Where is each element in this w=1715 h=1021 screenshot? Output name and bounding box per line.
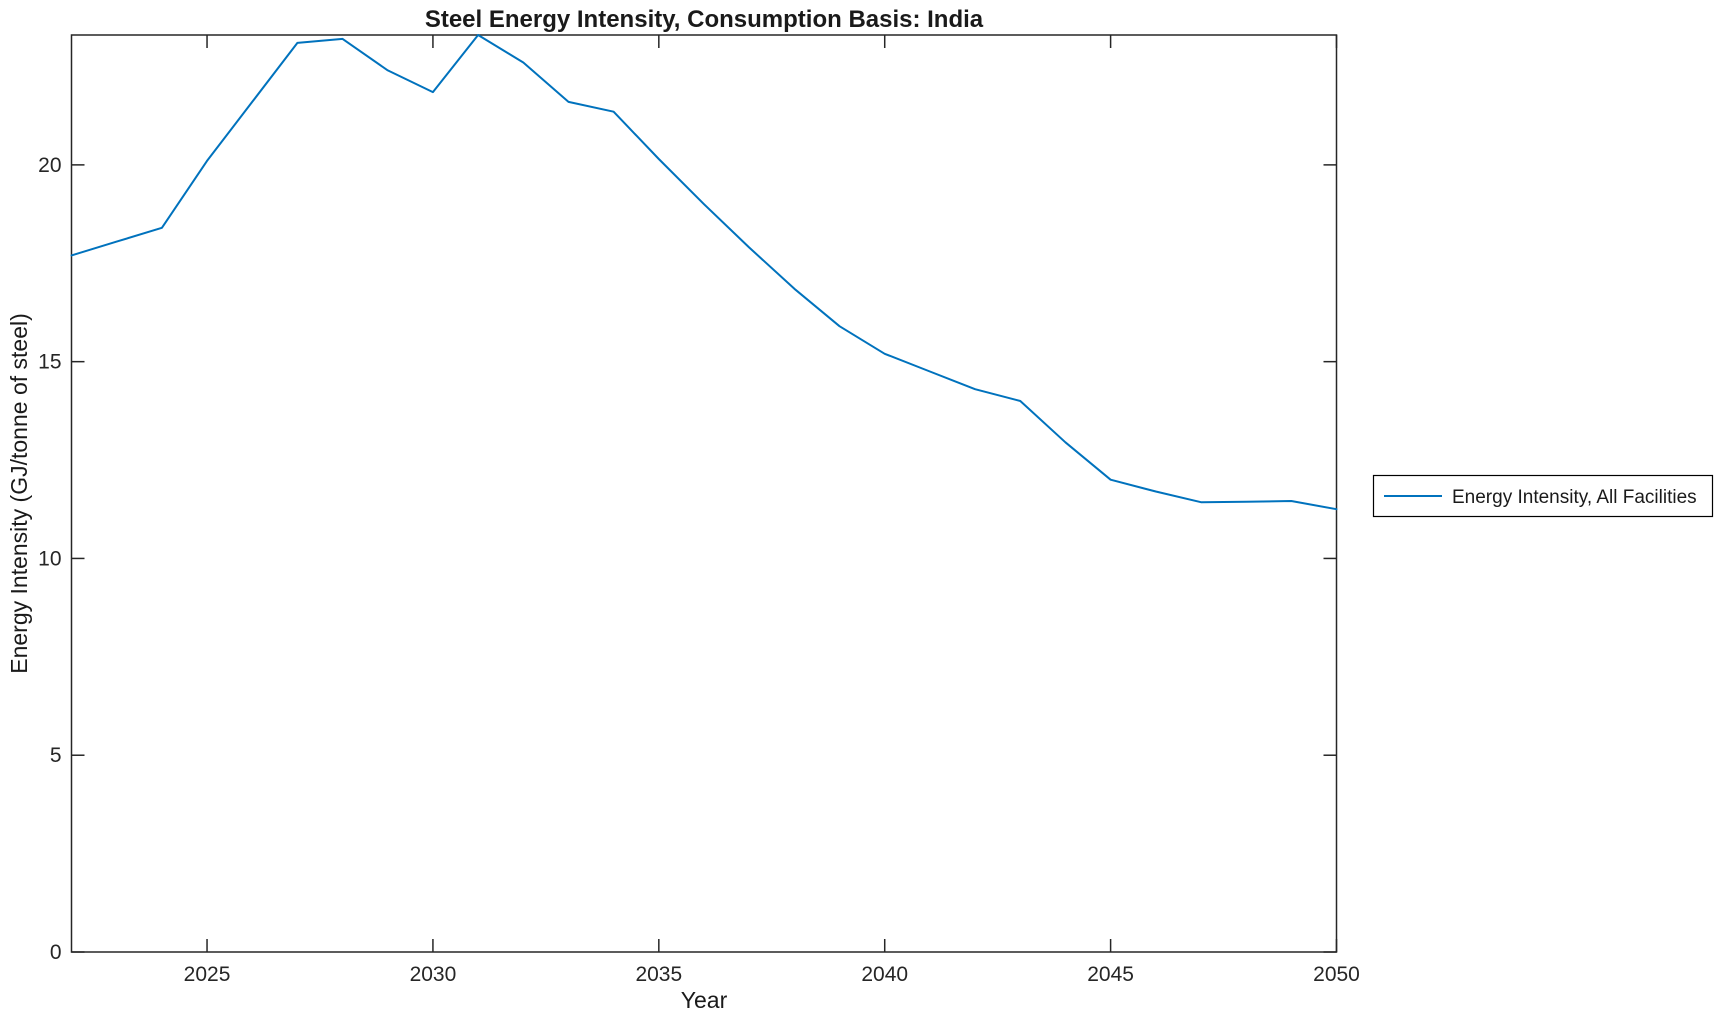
x-axis-label: Year xyxy=(681,987,728,1013)
x-tick-label: 2025 xyxy=(184,963,231,986)
legend-label: Energy Intensity, All Facilities xyxy=(1452,487,1697,508)
y-tick-label: 20 xyxy=(38,154,61,177)
y-tick-label: 10 xyxy=(38,547,61,570)
y-tick-label: 0 xyxy=(50,941,62,964)
x-tick-label: 2035 xyxy=(635,963,682,986)
x-tick-label: 2030 xyxy=(410,963,457,986)
y-axis-label: Energy Intensity (GJ/tonne of steel) xyxy=(6,313,32,674)
plot-area xyxy=(70,34,1338,953)
chart-title: Steel Energy Intensity, Consumption Basi… xyxy=(425,6,984,33)
y-tick-label: 15 xyxy=(38,351,61,374)
legend: Energy Intensity, All Facilities xyxy=(1372,474,1714,518)
energy-intensity-line xyxy=(70,34,1338,511)
x-tick-label: 2050 xyxy=(1313,963,1360,986)
y-tick-label: 5 xyxy=(50,744,62,767)
axis-ticks xyxy=(71,35,1338,953)
axis-tick-labels: 2025 2030 2035 2040 2045 2050 0 5 10 15 20 xyxy=(38,154,1360,986)
x-tick-label: 2045 xyxy=(1087,963,1134,986)
x-tick-label: 2040 xyxy=(861,963,908,986)
